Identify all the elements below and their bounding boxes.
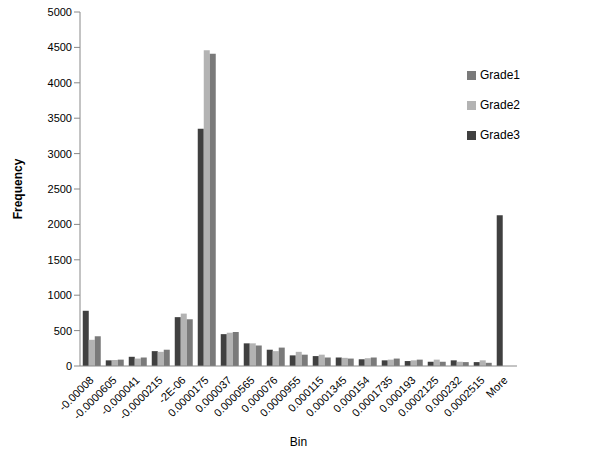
svg-text:3500: 3500 [48, 112, 72, 124]
svg-text:0.0001345: 0.0001345 [303, 373, 349, 419]
svg-text:3000: 3000 [48, 148, 72, 160]
html-text:Grade2: Grade2 [480, 98, 520, 112]
svg-text:0.000232: 0.000232 [422, 373, 464, 415]
svg-text:2000: 2000 [48, 218, 72, 230]
html-text:Grade1: Grade1 [480, 68, 520, 82]
svg-text:2500: 2500 [48, 183, 72, 195]
svg-text:4500: 4500 [48, 41, 72, 53]
svg-text:-0.0000605: -0.0000605 [70, 373, 119, 422]
svg-text:0.0002515: 0.0002515 [441, 374, 486, 419]
svg-text:0.0000175: 0.0000175 [165, 373, 211, 419]
svg-text:0.0000565: 0.0000565 [211, 373, 257, 419]
svg-text:-0.0000215: -0.0000215 [116, 373, 165, 422]
svg-text:5000: 5000 [48, 6, 72, 18]
svg-text:0.0000955: 0.0000955 [257, 373, 303, 419]
svg-text:0.000076: 0.000076 [238, 373, 280, 415]
svg-text:1000: 1000 [48, 289, 72, 301]
svg-text:0.000115: 0.000115 [285, 373, 326, 415]
svg-text:0.0002125: 0.0002125 [395, 373, 441, 419]
svg-text:-0.00008: -0.00008 [56, 373, 96, 413]
svg-text:500: 500 [54, 325, 72, 337]
svg-text:Bin: Bin [290, 435, 307, 449]
svg-text:Frequency: Frequency [11, 158, 25, 219]
svg-text:0.000154: 0.000154 [330, 373, 372, 415]
svg-text:-2E-06: -2E-06 [155, 373, 188, 406]
svg-text:0.0001735: 0.0001735 [349, 373, 395, 419]
svg-text:0.000037: 0.000037 [192, 373, 234, 415]
svg-text:-0.000041: -0.000041 [98, 373, 142, 418]
html-text:Grade3: Grade3 [480, 128, 520, 142]
svg-text:More: More [484, 374, 510, 400]
svg-text:1500: 1500 [48, 254, 72, 266]
svg-text:0.000193: 0.000193 [376, 373, 418, 415]
svg-text:4000: 4000 [48, 77, 72, 89]
svg-text:0: 0 [66, 360, 72, 372]
